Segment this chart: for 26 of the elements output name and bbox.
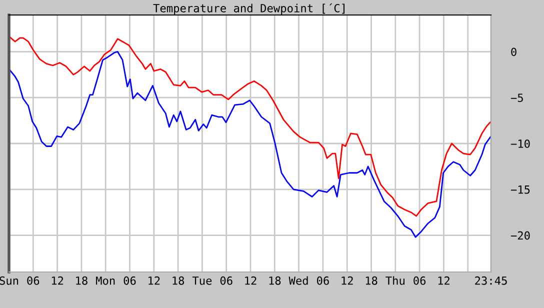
x-tick-label: 06 <box>220 276 232 285</box>
x-tick-label: 18 <box>76 276 88 285</box>
x-tick-label: 18 <box>366 276 378 285</box>
x-tick-label: Wed <box>288 276 308 285</box>
x-tick-label: 06 <box>316 276 329 285</box>
x-tick-label: 12 <box>52 276 64 285</box>
y-tick-label: −20 <box>510 231 530 240</box>
x-tick-label: 06 <box>414 276 426 285</box>
x-tick-label: 18 <box>172 276 184 285</box>
x-tick-label: 12 <box>438 276 450 285</box>
x-tick-label: 23:45 <box>475 276 507 285</box>
x-tick-label: 06 <box>124 276 136 285</box>
chart-title: Temperature and Dewpoint [´C] <box>153 3 344 15</box>
x-tick-label: 12 <box>342 276 353 285</box>
y-tick-label: −10 <box>510 140 530 148</box>
x-tick-label: 06 <box>27 276 40 285</box>
x-tick-label: 12 <box>148 276 160 285</box>
y-tick-label: 0 <box>511 48 516 56</box>
y-tick-label: −5 <box>510 94 523 102</box>
x-tick-label: Sun <box>0 276 18 285</box>
x-tick-label: Thu <box>386 276 404 285</box>
y-tick-label: −15 <box>510 186 530 194</box>
x-tick-label: Tue <box>192 276 212 285</box>
x-tick-label: Mon <box>96 276 115 285</box>
x-tick-label: 18 <box>269 276 281 285</box>
x-tick-label: 12 <box>245 276 256 285</box>
